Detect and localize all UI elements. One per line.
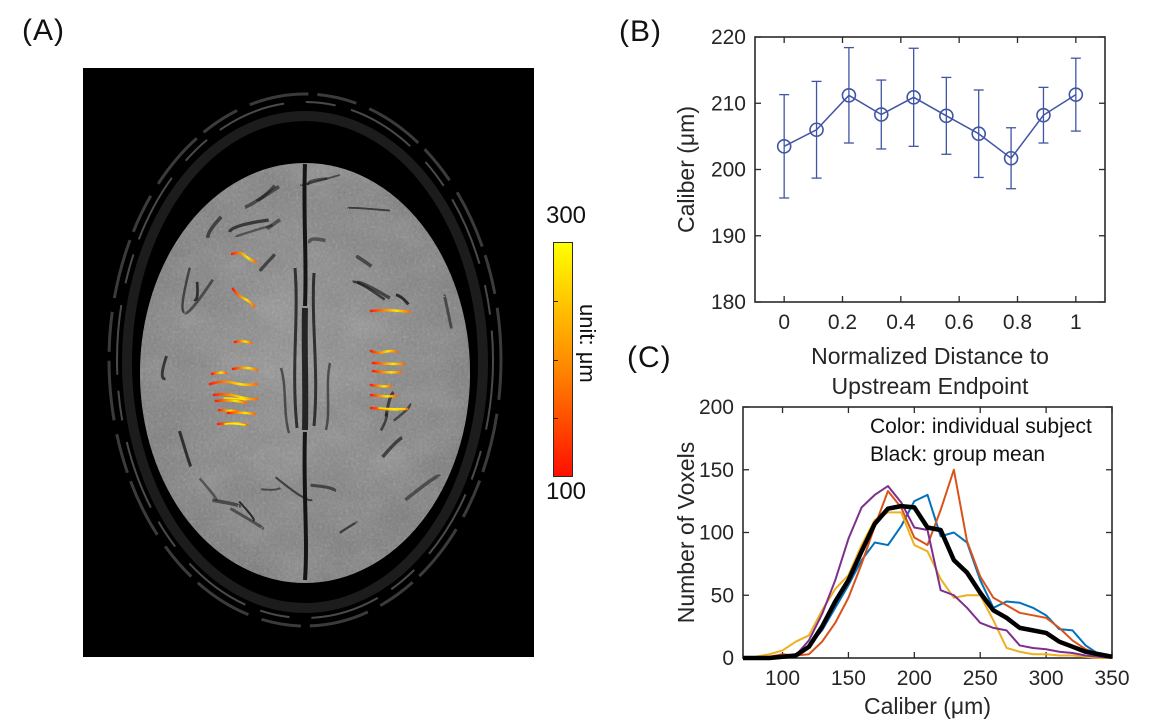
sulcus-line	[238, 500, 255, 522]
sulcus-line	[227, 218, 269, 233]
panel-b-marker	[939, 108, 954, 124]
panel-b-marker	[906, 89, 921, 105]
panel-b-ytick-label: 220	[711, 26, 746, 49]
panel-b-axes: 0 0.2 0.4 0.6 0.8 1 180 190 200 210 220	[711, 26, 1106, 334]
panel-b-ylabel: Caliber (μm)	[673, 106, 699, 233]
panel-c-ylabel: Number of Voxels	[673, 442, 699, 624]
panel-c-series	[742, 468, 1113, 661]
panel-b-xtick-label: 0.4	[886, 311, 916, 334]
sulcus-line	[261, 487, 282, 491]
sulcus-line	[244, 185, 280, 209]
panel-b-ytick-label: 180	[711, 291, 746, 314]
panel-c-xtick-label: 350	[1094, 667, 1129, 690]
sulcus-line	[307, 237, 326, 244]
panel-c-annotation-black: Black: group mean	[870, 443, 1045, 466]
panel-c-ytick-label: 150	[699, 459, 734, 482]
series-subject-orange	[743, 468, 1113, 659]
panel-c-xtick-label: 150	[831, 667, 866, 690]
brain-tissue	[140, 163, 470, 583]
sulcus-line	[259, 253, 277, 272]
colorbar-tick	[554, 301, 558, 303]
sulcus-line	[229, 507, 265, 530]
panel-c-axes: 100 150 200 250 300 350 0 50 100 150 200	[699, 396, 1130, 690]
panel-b-ytick-label: 190	[711, 225, 746, 248]
sulcus-line	[198, 477, 218, 501]
sulcus-line	[212, 498, 242, 508]
sulcus-line	[181, 267, 191, 314]
panel-b-xtick-label: 0.6	[945, 311, 974, 334]
series-group-mean	[743, 503, 1113, 661]
panel-c-xtick-label: 300	[1029, 667, 1064, 690]
panel-c-annotation-color: Color: individual subject	[870, 415, 1092, 438]
panel-c-label: (C)	[627, 341, 672, 374]
panel-c-xlabel: Caliber (μm)	[864, 693, 991, 719]
panel-b-ytick-label: 210	[711, 92, 746, 115]
sulcus-line	[339, 521, 358, 534]
panel-c-xtick-label: 250	[963, 667, 998, 690]
sulcus-line	[178, 430, 193, 468]
vessel-overlays	[208, 251, 412, 427]
series-subject-purple	[743, 485, 1113, 659]
colorbar-tick	[554, 417, 558, 419]
sulcus-line	[355, 254, 373, 268]
sulcus-line	[404, 474, 441, 502]
panel-b-marker	[873, 107, 889, 122]
panel-b-marker	[841, 88, 857, 103]
panel-b-series	[776, 46, 1084, 199]
panel-b-label: (B)	[619, 15, 662, 48]
panel-b-ytick-label: 200	[711, 159, 746, 182]
panel-c-ytick-label: 50	[711, 584, 734, 607]
brain-mri-svg	[83, 68, 534, 657]
panel-c-ytick-label: 200	[699, 396, 734, 419]
colorbar-tick	[554, 359, 558, 361]
panel-b-marker	[1003, 150, 1019, 166]
panel-a-label: (A)	[22, 14, 65, 47]
panel-b-xlabel-line1: Normalized Distance to	[811, 343, 1049, 369]
sulcus-line	[160, 355, 168, 381]
series-subject-blue	[743, 493, 1113, 659]
panel-b-marker	[776, 139, 792, 154]
colorbar-max-label: 300	[545, 202, 587, 229]
panel-c-xtick-label: 200	[897, 667, 932, 690]
sulcus-line	[265, 218, 282, 231]
panel-b-xlabel-line2: Upstream Endpoint	[832, 373, 1029, 399]
sulcus-line	[193, 281, 199, 302]
panel-b-marker	[971, 126, 987, 142]
sulcus-line	[384, 391, 395, 417]
sulcus-line	[274, 476, 313, 502]
sulcus-line	[184, 278, 215, 315]
panel-b-xtick-label: 0	[778, 311, 790, 334]
colorbar-gradient	[553, 242, 573, 477]
panel-b-xtick-label: 0.2	[828, 311, 857, 334]
sulcus-line	[255, 184, 276, 202]
panel-c-xtick-label: 100	[765, 667, 800, 690]
sulcus-line	[307, 177, 328, 186]
panel-b-marker	[809, 122, 824, 138]
panel-c-ytick-label: 0	[722, 647, 734, 670]
panel-b-marker	[1068, 87, 1084, 102]
sulcus-line	[395, 293, 410, 306]
skull-outline	[107, 92, 503, 628]
panel-b-xtick-label: 0.8	[1003, 311, 1032, 334]
panel-c-ytick-label: 100	[699, 522, 734, 545]
panel-b-marker	[1036, 107, 1051, 123]
sulcus-line	[356, 280, 391, 300]
series-subject-yellow	[742, 511, 1112, 659]
sulcus-line	[206, 215, 223, 238]
sulcus-line	[234, 223, 273, 239]
panel-b-xtick-label: 1	[1070, 311, 1082, 334]
colorbar-unit-label: unit: μm	[575, 304, 600, 383]
sulcus-line	[381, 436, 403, 459]
brain-mri-image	[83, 68, 534, 657]
colorbar-min-label: 100	[545, 478, 587, 505]
cortical-sulci	[160, 174, 453, 534]
sulcus-line	[310, 483, 337, 493]
